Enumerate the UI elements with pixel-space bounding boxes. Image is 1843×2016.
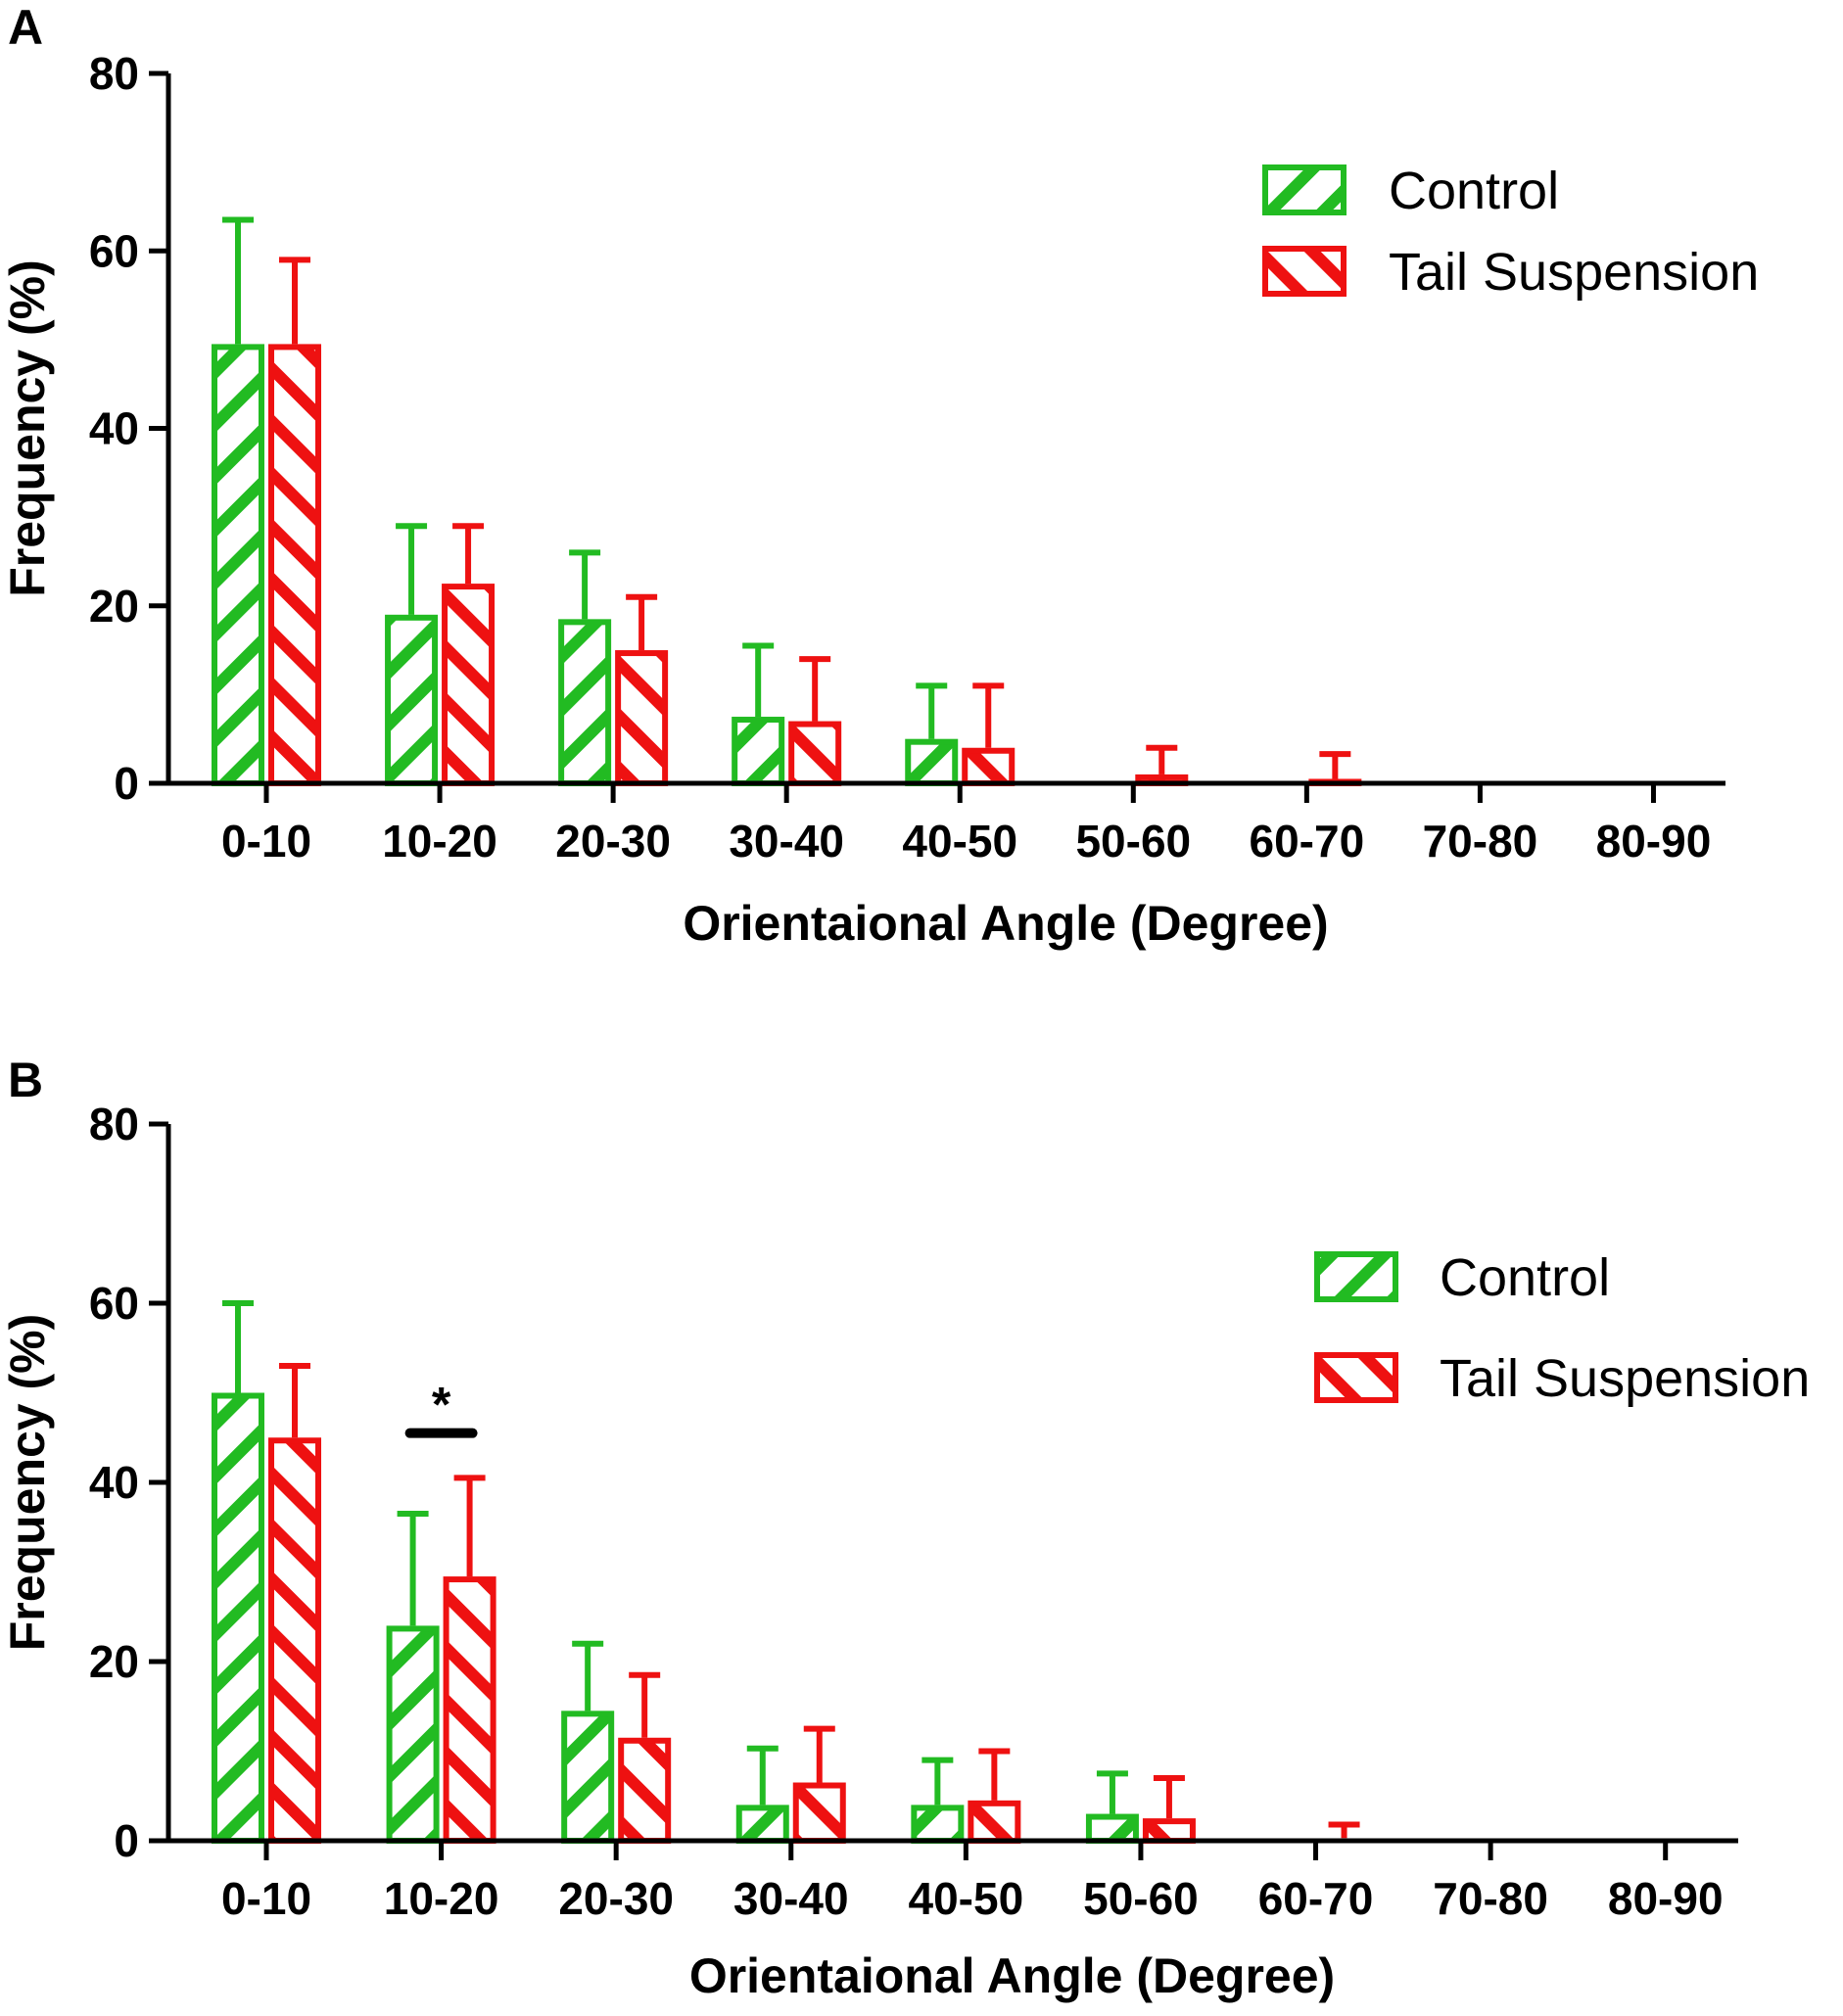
x-tick-label: 40-50 bbox=[902, 816, 1017, 867]
control-bar bbox=[911, 1805, 965, 1845]
x-tick-label: 70-80 bbox=[1433, 1873, 1548, 1924]
x-tick-label: 40-50 bbox=[909, 1873, 1024, 1924]
tail-suspension-bar bbox=[968, 1800, 1021, 1844]
y-tick-label: 0 bbox=[114, 758, 139, 809]
x-tick-label: 30-40 bbox=[729, 816, 844, 867]
control-bar bbox=[732, 717, 785, 786]
x-tick-label: 20-30 bbox=[558, 1873, 674, 1924]
legend-label: Control bbox=[1440, 1248, 1610, 1307]
x-tick-label: 30-40 bbox=[733, 1873, 849, 1924]
tail-suspension-bar bbox=[615, 650, 669, 786]
significance-marker: * bbox=[432, 1378, 451, 1432]
x-tick-label: 50-60 bbox=[1075, 816, 1191, 867]
control-bar bbox=[561, 1711, 615, 1844]
y-tick-label: 20 bbox=[89, 581, 139, 632]
tail-suspension-bar bbox=[443, 1576, 496, 1844]
y-tick-label: 60 bbox=[89, 1278, 139, 1329]
tail-suspension-bar bbox=[268, 344, 321, 786]
y-axis-title: Frequency (%) bbox=[0, 259, 55, 597]
tail-suspension-legend-swatch bbox=[1262, 246, 1347, 297]
panel-a-chart: A 0 20 40 60 80 0-10 10-20 20-30 30-40 40-50 50-60 6… bbox=[0, 0, 1759, 951]
x-tick-label: 60-70 bbox=[1258, 1873, 1374, 1924]
control-bar bbox=[385, 614, 439, 786]
legend-label: Tail Suspension bbox=[1440, 1349, 1810, 1408]
y-tick-label: 80 bbox=[89, 48, 139, 99]
x-tick-label: 50-60 bbox=[1083, 1873, 1199, 1924]
control-bar bbox=[558, 619, 612, 786]
y-tick-label: 40 bbox=[89, 403, 139, 454]
y-tick-label: 20 bbox=[89, 1636, 139, 1687]
control-bar bbox=[735, 1805, 789, 1845]
y-tick-label: 80 bbox=[89, 1099, 139, 1149]
tail-suspension-bar bbox=[1142, 1818, 1196, 1844]
panel-letter: B bbox=[8, 1053, 43, 1107]
x-tick-label: 60-70 bbox=[1250, 816, 1365, 867]
control-bar bbox=[905, 738, 959, 786]
x-axis-title: Orientaional Angle (Degree) bbox=[689, 1948, 1335, 2003]
tail-suspension-bar bbox=[442, 584, 496, 786]
y-tick-label: 60 bbox=[89, 225, 139, 276]
control-bar bbox=[212, 344, 264, 786]
control-bar bbox=[212, 1392, 264, 1844]
control-bar bbox=[1085, 1813, 1139, 1845]
legend-label: Control bbox=[1389, 162, 1559, 220]
x-tick-label: 80-90 bbox=[1596, 816, 1712, 867]
x-tick-label: 80-90 bbox=[1608, 1873, 1724, 1924]
legend-label: Tail Suspension bbox=[1389, 243, 1759, 302]
panel-b-chart: B 0 20 40 60 80 0-10 10-20 20-30 30-40 40-50 50-60 6… bbox=[0, 1053, 1810, 2003]
x-tick-label: 20-30 bbox=[555, 816, 671, 867]
tail-suspension-legend-swatch bbox=[1314, 1352, 1398, 1403]
x-axis-title: Orientaional Angle (Degree) bbox=[683, 896, 1328, 951]
tail-suspension-bar bbox=[618, 1737, 672, 1845]
tail-suspension-bar bbox=[962, 747, 1016, 786]
x-tick-label: 70-80 bbox=[1423, 816, 1538, 867]
panel-letter: A bbox=[8, 0, 43, 55]
tail-suspension-bar bbox=[788, 721, 842, 786]
y-axis-title: Frequency (%) bbox=[0, 1314, 55, 1652]
tail-suspension-bar bbox=[268, 1437, 321, 1844]
tail-suspension-bar bbox=[792, 1782, 846, 1845]
control-legend-swatch bbox=[1262, 164, 1347, 215]
x-tick-label: 0-10 bbox=[221, 816, 311, 867]
y-tick-label: 0 bbox=[114, 1815, 139, 1866]
x-tick-label: 10-20 bbox=[382, 816, 497, 867]
x-tick-label: 10-20 bbox=[384, 1873, 499, 1924]
control-bar bbox=[386, 1625, 440, 1845]
x-tick-label: 0-10 bbox=[221, 1873, 311, 1924]
y-tick-label: 40 bbox=[89, 1457, 139, 1508]
control-legend-swatch bbox=[1314, 1251, 1398, 1302]
